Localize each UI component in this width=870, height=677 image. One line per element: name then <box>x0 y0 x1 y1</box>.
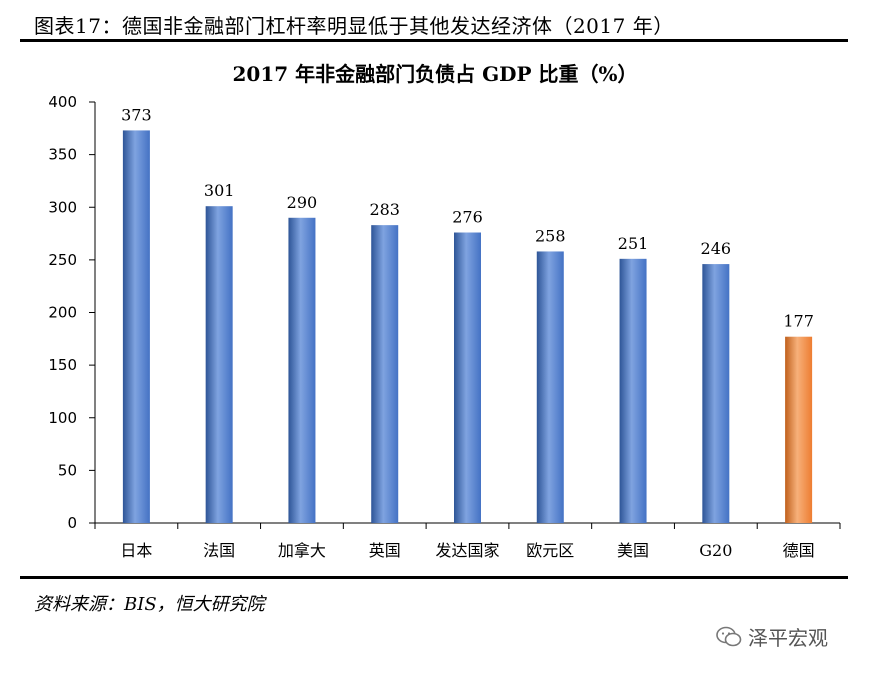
data-label: 373 <box>121 105 152 124</box>
bar <box>454 232 481 523</box>
source-note: 资料来源：BIS，恒大研究院 <box>34 594 265 615</box>
category-label: 日本 <box>120 541 152 560</box>
y-tick-label: 100 <box>48 409 77 427</box>
watermark-text: 泽平宏观 <box>748 626 828 650</box>
bar <box>288 217 316 523</box>
data-label: 283 <box>369 200 400 219</box>
bar-chart: 2017 年非金融部门负债占 GDP 比重（%） 0 50 100 150 200 250… <box>48 62 841 560</box>
y-tick-label: 50 <box>58 461 77 479</box>
bar-highlight <box>785 336 813 523</box>
y-tick-label: 400 <box>48 93 77 111</box>
category-label: G20 <box>699 541 732 560</box>
y-tick-label: 150 <box>48 356 77 374</box>
figure-caption: 图表17：德国非金融部门杠杆率明显低于其他发达经济体（2017 年） <box>34 14 674 38</box>
category-label: 发达国家 <box>435 541 499 560</box>
y-tick-label: 0 <box>67 514 77 532</box>
category-label: 美国 <box>617 541 649 560</box>
bar <box>702 264 730 523</box>
category-label: 法国 <box>203 541 235 560</box>
watermark: 泽平宏观 <box>716 622 828 651</box>
y-tick-label: 250 <box>48 251 77 269</box>
bottom-rule <box>20 576 848 579</box>
category-label: 英国 <box>369 541 401 560</box>
category-label: 欧元区 <box>526 541 574 560</box>
y-tick-label: 350 <box>48 146 77 164</box>
data-label: 301 <box>204 181 235 200</box>
bar <box>371 225 399 523</box>
category-label: 加拿大 <box>278 541 326 560</box>
data-label: 290 <box>287 193 318 212</box>
data-label: 276 <box>452 208 483 227</box>
bar <box>619 258 647 523</box>
bar <box>205 206 233 523</box>
chart-title: 2017 年非金融部门负债占 GDP 比重（%） <box>232 62 637 86</box>
category-label: 德国 <box>783 541 815 560</box>
data-label: 177 <box>783 312 814 331</box>
wechat-icon <box>716 626 742 646</box>
data-label: 258 <box>535 226 566 245</box>
y-tick-label: 200 <box>48 304 77 322</box>
top-rule <box>20 39 848 42</box>
bar <box>536 251 564 523</box>
bar <box>122 130 150 523</box>
data-label: 246 <box>701 239 732 258</box>
data-label: 251 <box>618 234 649 253</box>
y-tick-label: 300 <box>48 198 77 216</box>
